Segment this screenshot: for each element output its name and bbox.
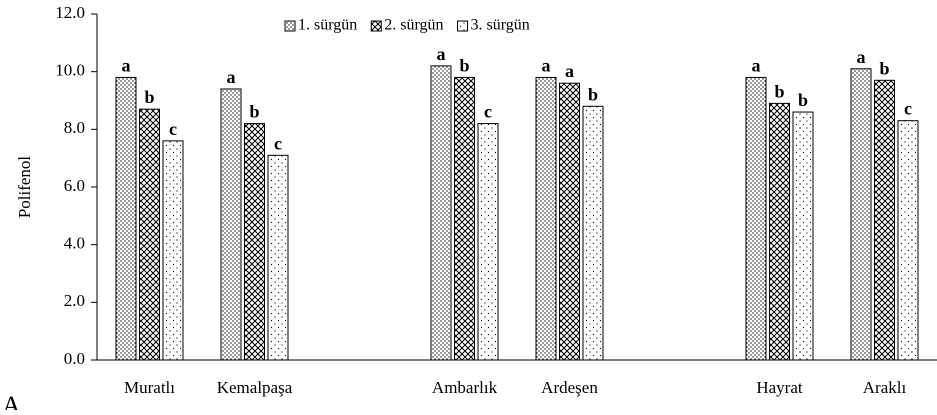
- bar: [792, 111, 814, 361]
- legend-swatch: [284, 20, 296, 32]
- bar: [850, 68, 872, 361]
- y-axis-label: Polifenol: [15, 156, 34, 219]
- legend-swatch: [457, 20, 469, 32]
- significance-label: c: [484, 102, 492, 122]
- x-tick-label: Ambarlık: [432, 378, 498, 397]
- significance-label: b: [459, 55, 469, 75]
- significance-label: a: [542, 55, 551, 75]
- legend-swatch: [370, 20, 382, 32]
- bar: [582, 105, 604, 361]
- bar: [897, 120, 919, 361]
- bar: [115, 76, 137, 361]
- significance-label: a: [565, 61, 574, 81]
- bar: [454, 76, 475, 361]
- significance-label: b: [798, 90, 808, 110]
- bar: [745, 76, 767, 361]
- significance-label: b: [144, 87, 154, 107]
- significance-label: b: [774, 81, 784, 101]
- x-tick-label: Kemalpaşa: [217, 378, 293, 397]
- significance-label: b: [249, 102, 259, 122]
- bar: [267, 154, 289, 361]
- significance-label: a: [857, 47, 866, 67]
- bar: [220, 88, 242, 361]
- significance-label: c: [169, 119, 177, 139]
- bar: [477, 123, 499, 361]
- y-tick-label: 12.0: [55, 3, 85, 22]
- y-tick-label: 2.0: [64, 291, 85, 310]
- significance-label: b: [588, 84, 598, 104]
- significance-label: c: [904, 99, 912, 119]
- x-tick-label: Hayrat: [756, 378, 803, 397]
- y-tick-label: 8.0: [64, 118, 85, 137]
- bar: [430, 65, 452, 361]
- significance-label: c: [274, 133, 282, 153]
- bar: [559, 82, 580, 361]
- bar: [535, 76, 557, 361]
- significance-label: a: [227, 67, 236, 87]
- panel-label: A: [2, 391, 21, 410]
- bar: [769, 102, 790, 361]
- y-tick-label: 4.0: [64, 234, 85, 253]
- y-tick-label: 6.0: [64, 176, 85, 195]
- bar: [874, 79, 895, 361]
- significance-label: a: [122, 55, 131, 75]
- legend-label: 1. sürgün: [298, 17, 357, 34]
- significance-label: a: [437, 44, 446, 64]
- y-tick-label: 10.0: [55, 61, 85, 80]
- significance-label: b: [879, 58, 889, 78]
- bar: [162, 140, 184, 361]
- bar: [139, 108, 160, 361]
- legend-label: 2. sürgün: [384, 17, 443, 34]
- legend-label: 3. sürgün: [471, 17, 530, 34]
- y-tick-label: 0.0: [64, 349, 85, 368]
- significance-label: a: [752, 55, 761, 75]
- bar: [244, 123, 265, 361]
- x-tick-label: Araklı: [863, 378, 907, 397]
- x-tick-label: Ardeşen: [541, 378, 598, 397]
- x-tick-label: Muratlı: [124, 378, 175, 397]
